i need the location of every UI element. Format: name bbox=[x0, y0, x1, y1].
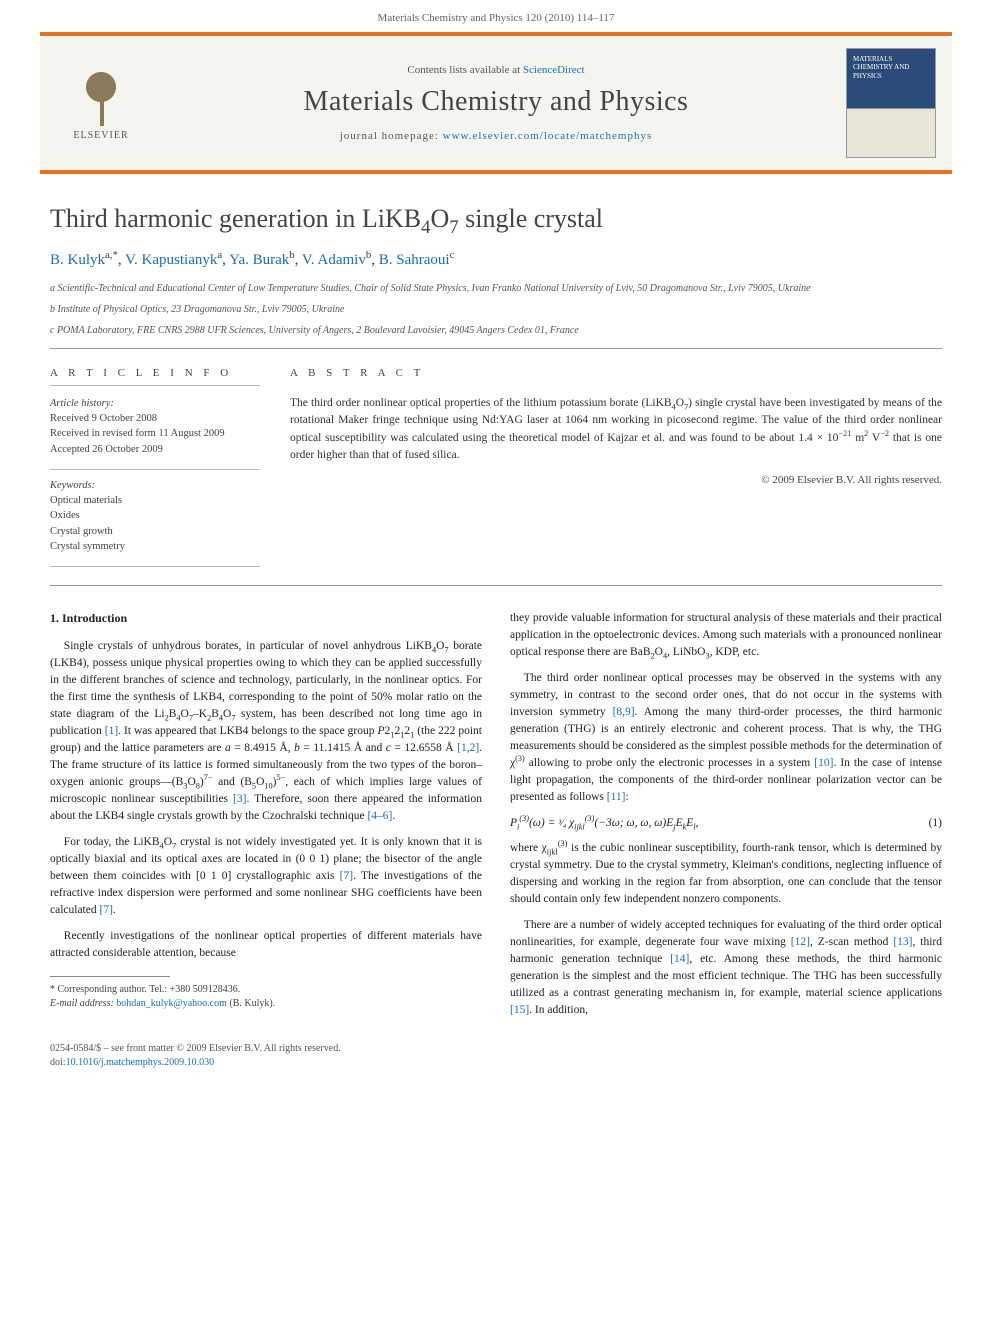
homepage-prefix: journal homepage: bbox=[340, 130, 443, 142]
history-received: Received 9 October 2008 bbox=[50, 411, 260, 426]
body-paragraph: The third order nonlinear optical proces… bbox=[510, 670, 942, 806]
copyright-line: © 2009 Elsevier B.V. All rights reserved… bbox=[290, 474, 942, 486]
equation-body: Pi(3)(ω) = ³⁄₄ χijkl(3)(−3ω; ω, ω, ω)EjE… bbox=[510, 815, 698, 832]
article-title: Third harmonic generation in LiKB4O7 sin… bbox=[50, 204, 942, 234]
email-suffix: (B. Kulyk). bbox=[227, 998, 275, 1009]
page-footer: 0254-0584/$ – see front matter © 2009 El… bbox=[50, 1042, 942, 1070]
meta-divider bbox=[50, 469, 260, 470]
journal-title: Materials Chemistry and Physics bbox=[146, 86, 846, 118]
contents-available-line: Contents lists available at ScienceDirec… bbox=[146, 64, 846, 76]
history-revised: Received in revised form 11 August 2009 bbox=[50, 426, 260, 441]
history-label: Article history: bbox=[50, 396, 260, 411]
article-info-column: A R T I C L E I N F O Article history: R… bbox=[50, 367, 260, 567]
article-body: 1. Introduction Single crystals of unhyd… bbox=[50, 610, 942, 1028]
history-accepted: Accepted 26 October 2009 bbox=[50, 442, 260, 457]
corresponding-author: * Corresponding author. Tel.: +380 50912… bbox=[50, 983, 482, 997]
contents-prefix: Contents lists available at bbox=[407, 64, 522, 76]
journal-cover-thumb: MATERIALSCHEMISTRY ANDPHYSICS bbox=[846, 48, 936, 158]
affiliation-b: b Institute of Physical Optics, 23 Drago… bbox=[50, 302, 942, 317]
footnote-separator bbox=[50, 976, 170, 977]
keyword: Optical materials bbox=[50, 493, 260, 508]
author-email-link[interactable]: bohdan_kulyk@yahoo.com bbox=[116, 998, 227, 1009]
publisher-name: ELSEVIER bbox=[56, 130, 146, 141]
keyword: Oxides bbox=[50, 508, 260, 523]
abstract-text: The third order nonlinear optical proper… bbox=[290, 395, 942, 464]
elsevier-tree-icon bbox=[71, 66, 131, 126]
journal-homepage-line: journal homepage: www.elsevier.com/locat… bbox=[146, 130, 846, 142]
masthead-accent-bar bbox=[40, 170, 952, 174]
journal-homepage-link[interactable]: www.elsevier.com/locate/matchemphys bbox=[443, 130, 653, 142]
equation-number: (1) bbox=[929, 815, 942, 832]
body-paragraph: where χijkl(3) is the cubic nonlinear su… bbox=[510, 840, 942, 908]
keyword: Crystal symmetry bbox=[50, 539, 260, 554]
affiliation-c: c POMA Laboratory, FRE CNRS 2988 UFR Sci… bbox=[50, 323, 942, 338]
email-label: E-mail address: bbox=[50, 998, 116, 1009]
body-paragraph: There are a number of widely accepted te… bbox=[510, 917, 942, 1019]
sciencedirect-link[interactable]: ScienceDirect bbox=[523, 64, 585, 76]
doi-prefix: doi: bbox=[50, 1057, 66, 1068]
footnotes: * Corresponding author. Tel.: +380 50912… bbox=[50, 983, 482, 1011]
section-1-heading: 1. Introduction bbox=[50, 610, 482, 628]
divider bbox=[50, 585, 942, 586]
keywords-label: Keywords: bbox=[50, 478, 260, 493]
abstract-heading: A B S T R A C T bbox=[290, 367, 942, 385]
body-paragraph: they provide valuable information for st… bbox=[510, 610, 942, 661]
meta-end-rule bbox=[50, 566, 260, 567]
body-paragraph: Recently investigations of the nonlinear… bbox=[50, 928, 482, 962]
front-matter-line: 0254-0584/$ – see front matter © 2009 El… bbox=[50, 1042, 942, 1056]
publisher-logo-block: ELSEVIER bbox=[56, 66, 146, 141]
doi-link[interactable]: 10.1016/j.matchemphys.2009.10.030 bbox=[66, 1057, 215, 1068]
keyword: Crystal growth bbox=[50, 524, 260, 539]
cover-title: MATERIALSCHEMISTRY ANDPHYSICS bbox=[853, 55, 909, 80]
equation-1: Pi(3)(ω) = ³⁄₄ χijkl(3)(−3ω; ω, ω, ω)EjE… bbox=[510, 815, 942, 832]
running-header: Materials Chemistry and Physics 120 (201… bbox=[0, 0, 992, 32]
author-list: B. Kulyka,*, V. Kapustianyka, Ya. Burakb… bbox=[50, 252, 942, 269]
article-info-heading: A R T I C L E I N F O bbox=[50, 367, 260, 386]
body-paragraph: For today, the LiKB4O7 crystal is not wi… bbox=[50, 834, 482, 919]
affiliation-a: a Scientific-Technical and Educational C… bbox=[50, 281, 942, 296]
journal-masthead: ELSEVIER Contents lists available at Sci… bbox=[40, 32, 952, 174]
body-paragraph: Single crystals of unhydrous borates, in… bbox=[50, 638, 482, 825]
abstract-column: A B S T R A C T The third order nonlinea… bbox=[290, 367, 942, 567]
